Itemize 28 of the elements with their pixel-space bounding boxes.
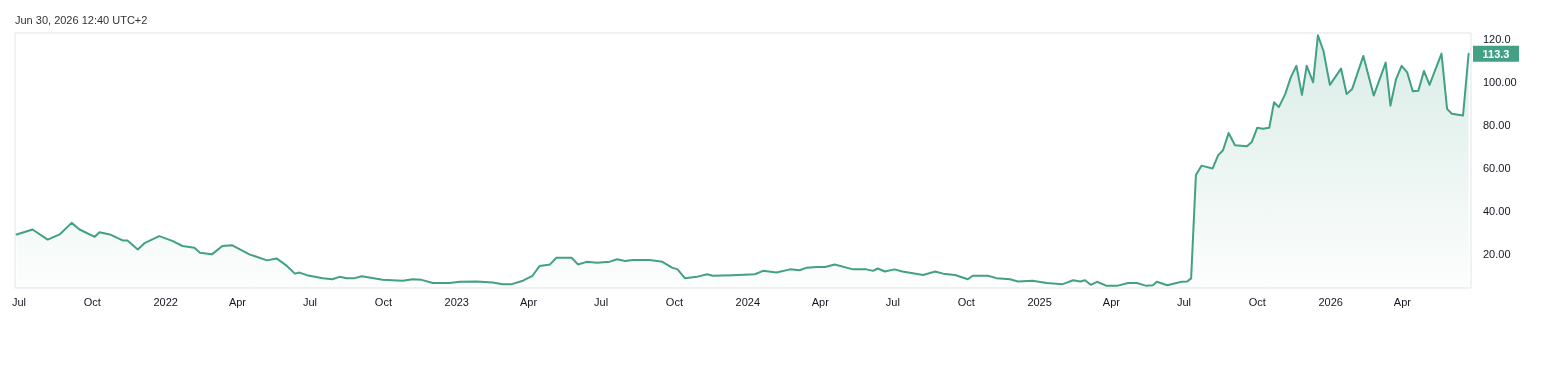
y-tick-label: 20.00: [1483, 247, 1511, 260]
x-tick-label: 2026: [1318, 295, 1343, 308]
x-tick-label: Apr: [519, 295, 538, 308]
x-tick-label: Oct: [83, 295, 101, 308]
x-tick-label: Apr: [811, 295, 830, 308]
x-tick-label: Jul: [885, 295, 900, 308]
x-tick-label: Apr: [1393, 295, 1412, 308]
x-tick-label: Apr: [228, 295, 247, 308]
x-tick-label: Jul: [303, 295, 318, 308]
x-tick-label: Oct: [665, 295, 683, 308]
text: Jun 30, 2026 12:40 UTC+2: [15, 13, 148, 26]
x-tick-label: Oct: [374, 295, 392, 308]
y-tick-label: 80.00: [1483, 119, 1511, 132]
x-tick-label: 2023: [444, 295, 469, 308]
x-tick-label: Jul: [1176, 295, 1191, 308]
x-tick-label: 2024: [735, 295, 761, 308]
x-tick-label: 2025: [1027, 295, 1052, 308]
y-tick-label: 100.00: [1483, 76, 1517, 89]
y-tick-label: 60.00: [1483, 162, 1511, 174]
x-tick-label: Oct: [957, 295, 975, 308]
annotation: 113.3: [1482, 47, 1510, 60]
x-tick-label: Jul: [11, 295, 27, 308]
x-tick-label: Oct: [1248, 295, 1266, 308]
y-tick-label: 120.0: [1483, 33, 1511, 46]
x-tick-label: 2022: [153, 295, 178, 308]
x-tick-label: Apr: [1102, 295, 1121, 308]
x-tick-label: Jul: [594, 295, 609, 308]
y-tick-label: 40.00: [1483, 204, 1511, 217]
